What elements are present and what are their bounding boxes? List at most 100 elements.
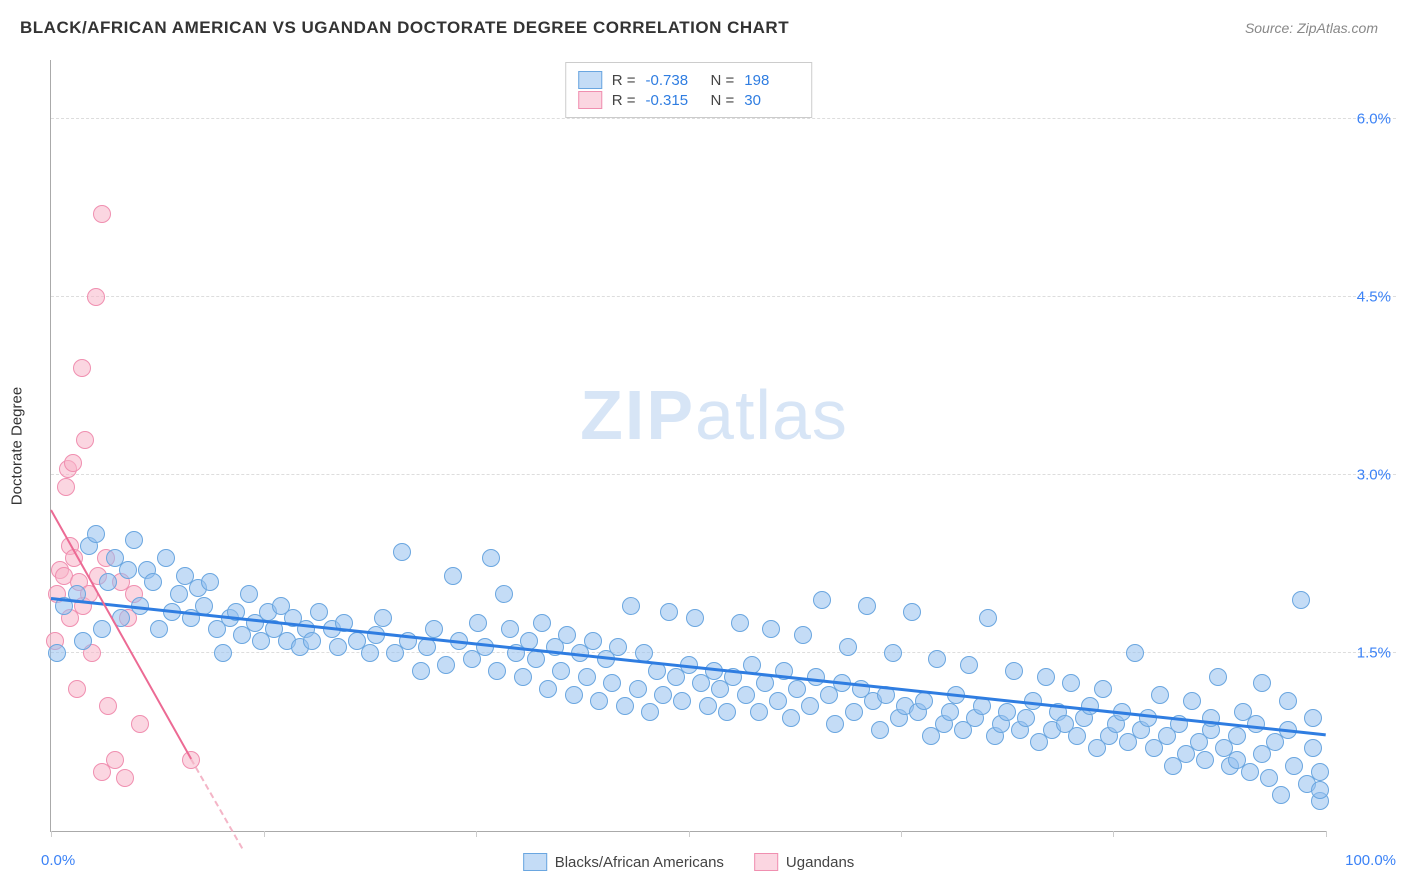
scatter-point-pink xyxy=(76,431,94,449)
scatter-point-pink xyxy=(64,454,82,472)
n-label: N = xyxy=(711,72,735,89)
legend-row-blue: R = -0.738 N = 198 xyxy=(578,71,800,89)
swatch-blue-icon xyxy=(523,853,547,871)
scatter-point-blue xyxy=(144,573,162,591)
scatter-point-blue xyxy=(737,686,755,704)
scatter-point-blue xyxy=(310,603,328,621)
scatter-point-blue xyxy=(1126,644,1144,662)
scatter-point-blue xyxy=(157,549,175,567)
scatter-point-blue xyxy=(903,603,921,621)
scatter-point-blue xyxy=(1151,686,1169,704)
scatter-point-blue xyxy=(998,703,1016,721)
x-tick xyxy=(1326,831,1327,837)
scatter-point-blue xyxy=(622,597,640,615)
scatter-point-blue xyxy=(74,632,92,650)
scatter-point-pink xyxy=(106,751,124,769)
chart-title: BLACK/AFRICAN AMERICAN VS UGANDAN DOCTOR… xyxy=(20,18,789,38)
scatter-point-blue xyxy=(87,525,105,543)
series-label-pink: Ugandans xyxy=(786,854,854,871)
scatter-point-blue xyxy=(629,680,647,698)
y-axis-label: Doctorate Degree xyxy=(9,386,26,504)
scatter-point-blue xyxy=(686,609,704,627)
r-value-pink: -0.315 xyxy=(646,92,701,109)
scatter-point-blue xyxy=(807,668,825,686)
scatter-point-blue xyxy=(673,692,691,710)
scatter-point-blue xyxy=(578,668,596,686)
scatter-point-blue xyxy=(1311,781,1329,799)
n-value-blue: 198 xyxy=(744,72,799,89)
swatch-pink-icon xyxy=(578,91,602,109)
trend-line-pink-extrapolated xyxy=(190,758,243,848)
scatter-point-blue xyxy=(1005,662,1023,680)
scatter-point-blue xyxy=(654,686,672,704)
scatter-point-blue xyxy=(240,585,258,603)
scatter-point-blue xyxy=(1272,786,1290,804)
scatter-point-blue xyxy=(782,709,800,727)
scatter-point-blue xyxy=(170,585,188,603)
scatter-point-blue xyxy=(769,692,787,710)
y-tick-label: 1.5% xyxy=(1357,645,1391,662)
scatter-point-blue xyxy=(361,644,379,662)
scatter-point-blue xyxy=(941,703,959,721)
scatter-point-blue xyxy=(495,585,513,603)
scatter-point-pink xyxy=(57,478,75,496)
scatter-point-blue xyxy=(699,697,717,715)
source-attribution: Source: ZipAtlas.com xyxy=(1245,20,1378,36)
scatter-point-blue xyxy=(1279,692,1297,710)
scatter-point-blue xyxy=(609,638,627,656)
scatter-point-blue xyxy=(1209,668,1227,686)
scatter-point-blue xyxy=(1139,709,1157,727)
scatter-point-blue xyxy=(1094,680,1112,698)
scatter-point-blue xyxy=(552,662,570,680)
scatter-point-blue xyxy=(150,620,168,638)
scatter-point-pink xyxy=(73,359,91,377)
scatter-point-blue xyxy=(469,614,487,632)
scatter-point-blue xyxy=(303,632,321,650)
trend-line-pink xyxy=(50,509,192,759)
scatter-point-blue xyxy=(119,561,137,579)
scatter-point-blue xyxy=(488,662,506,680)
watermark-zip: ZIP xyxy=(580,376,695,454)
r-label: R = xyxy=(612,92,636,109)
r-label: R = xyxy=(612,72,636,89)
scatter-point-blue xyxy=(1228,751,1246,769)
n-label: N = xyxy=(711,92,735,109)
scatter-point-blue xyxy=(1196,751,1214,769)
scatter-point-blue xyxy=(1253,674,1271,692)
scatter-point-pink xyxy=(87,288,105,306)
scatter-point-blue xyxy=(801,697,819,715)
scatter-point-blue xyxy=(641,703,659,721)
scatter-point-blue xyxy=(839,638,857,656)
scatter-point-blue xyxy=(718,703,736,721)
scatter-point-pink xyxy=(93,205,111,223)
scatter-point-blue xyxy=(731,614,749,632)
scatter-point-blue xyxy=(1285,757,1303,775)
x-axis-min-label: 0.0% xyxy=(41,852,75,869)
scatter-point-blue xyxy=(1292,591,1310,609)
scatter-point-blue xyxy=(884,644,902,662)
gridline xyxy=(51,652,1396,653)
scatter-point-blue xyxy=(482,549,500,567)
scatter-point-blue xyxy=(979,609,997,627)
gridline xyxy=(51,474,1396,475)
scatter-point-blue xyxy=(527,650,545,668)
scatter-point-blue xyxy=(826,715,844,733)
scatter-point-blue xyxy=(214,644,232,662)
scatter-point-blue xyxy=(93,620,111,638)
swatch-pink-icon xyxy=(754,853,778,871)
scatter-point-pink xyxy=(68,680,86,698)
scatter-point-blue xyxy=(584,632,602,650)
series-label-blue: Blacks/African Americans xyxy=(555,854,724,871)
scatter-point-blue xyxy=(329,638,347,656)
scatter-point-blue xyxy=(960,656,978,674)
legend-row-pink: R = -0.315 N = 30 xyxy=(578,91,800,109)
y-tick-label: 6.0% xyxy=(1357,111,1391,128)
correlation-legend: R = -0.738 N = 198 R = -0.315 N = 30 xyxy=(565,62,813,118)
scatter-point-blue xyxy=(762,620,780,638)
scatter-point-pink xyxy=(116,769,134,787)
scatter-point-blue xyxy=(871,721,889,739)
scatter-point-blue xyxy=(1304,709,1322,727)
x-tick xyxy=(1113,831,1114,837)
scatter-point-blue xyxy=(558,626,576,644)
n-value-pink: 30 xyxy=(744,92,799,109)
